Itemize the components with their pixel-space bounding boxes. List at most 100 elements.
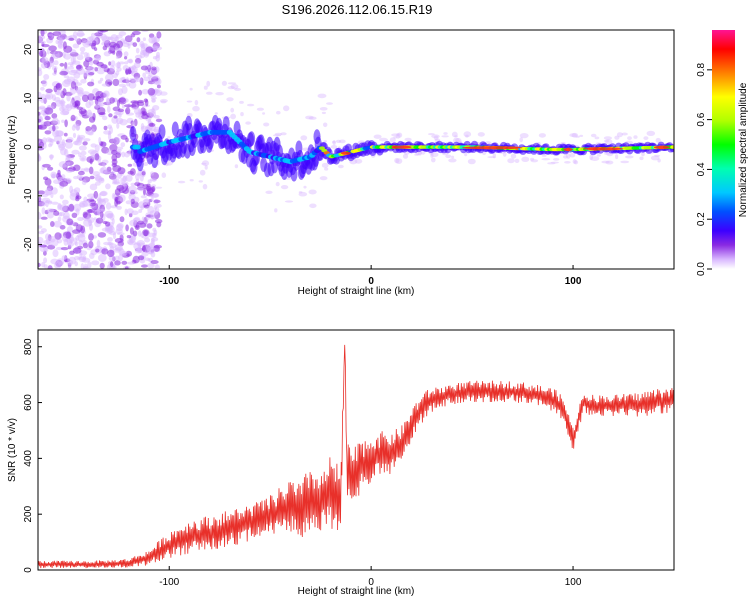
spectrogram-signal-halo — [129, 125, 137, 141]
spectrogram-noise-blob — [393, 136, 398, 139]
spectrogram-noise-blob — [507, 158, 515, 164]
snr-x-axis-label: Height of straight line (km) — [298, 586, 415, 597]
spectrogram-noise-blob — [198, 180, 203, 183]
spectrogram-noise-blob — [80, 150, 87, 156]
spectrogram-noise-blob — [646, 130, 656, 136]
snr-x-tick-label: -100 — [159, 577, 179, 588]
spectrogram-noise-blob — [129, 219, 137, 227]
spectrogram-noise-blob — [230, 83, 239, 90]
spectrogram-noise-blob — [47, 211, 54, 219]
spectrogram-noise-blob — [280, 185, 289, 190]
spectrogram-noise-blob — [116, 146, 124, 150]
snr-y-tick-label: 600 — [23, 394, 34, 411]
spectrogram-noise-blob — [160, 100, 167, 104]
spectrogram-noise-blob — [46, 208, 55, 213]
spectrogram-noise-blob — [115, 62, 122, 69]
spectrogram-noise-blob — [41, 202, 47, 207]
spectrogram-noise-blob — [78, 145, 87, 151]
spectrogram-y-tick-label: 0 — [23, 144, 34, 150]
spectrogram-noise-blob — [73, 140, 79, 146]
spectrogram-noise-blob — [66, 218, 74, 226]
spectrogram-noise-blob — [116, 172, 122, 179]
spectrogram-noise-blob — [51, 201, 59, 205]
spectrogram-noise-blob — [51, 174, 56, 179]
spectrogram-noise-blob — [38, 67, 42, 72]
spectrogram-noise-blob — [118, 97, 126, 103]
spectrogram-noise-blob — [82, 242, 88, 249]
spectrogram-noise-blob — [74, 38, 80, 42]
spectrogram-noise-blob — [73, 71, 81, 79]
spectrogram-noise-blob — [541, 154, 547, 157]
spectrogram-noise-blob — [641, 151, 645, 157]
spectrogram-noise-blob — [94, 104, 103, 108]
spectrogram-noise-blob — [155, 186, 163, 189]
spectrogram-noise-blob — [151, 192, 160, 198]
spectrogram-noise-blob — [142, 72, 147, 78]
spectrogram-noise-blob — [519, 133, 529, 139]
spectrogram-noise-blob — [263, 122, 270, 127]
spectrogram-noise-blob — [57, 176, 65, 180]
spectrogram-noise-blob — [40, 86, 45, 91]
spectrogram-noise-blob — [105, 202, 112, 210]
spectrogram-noise-blob — [45, 94, 51, 99]
spectrogram-noise-blob — [150, 172, 159, 180]
spectrogram-noise-blob — [102, 35, 110, 44]
spectrogram-noise-blob — [38, 91, 42, 97]
spectrogram-noise-blob — [108, 61, 112, 66]
spectrogram-y-tick-label: 10 — [23, 92, 34, 104]
spectrogram-x-ticks: -100 0 100 — [159, 265, 582, 287]
spectrogram-noise-blob — [143, 162, 149, 166]
spectrogram-noise-blob — [395, 133, 401, 139]
spectrogram-noise-blob — [155, 54, 161, 62]
spectrogram-noise-blob — [99, 191, 107, 196]
spectrogram-noise-blob — [79, 155, 87, 162]
spectrogram-noise-blob — [58, 161, 68, 168]
spectrogram-noise-blob — [143, 98, 148, 103]
spectrogram-noise-blob — [156, 221, 162, 228]
spectrogram-noise-blob — [93, 55, 101, 61]
spectrogram-noise-blob — [150, 251, 156, 258]
spectrogram-noise-blob — [114, 188, 121, 196]
spectrogram-noise-blob — [41, 207, 46, 215]
spectrogram-noise-blob — [477, 132, 485, 137]
spectrogram-noise-blob — [91, 154, 96, 159]
spectrogram-noise-blob — [69, 185, 74, 194]
spectrogram-noise-blob — [147, 232, 156, 238]
spectrogram-noise-blob — [141, 171, 146, 176]
spectrogram-noise-blob — [141, 264, 148, 268]
spectrogram-noise-blob — [38, 124, 47, 130]
spectrogram-noise-blob — [84, 168, 90, 173]
spectrogram-noise-blob — [49, 236, 56, 243]
spectrogram-noise-blob — [57, 141, 66, 149]
spectrogram-noise-blob — [109, 266, 114, 269]
spectrogram-noise-blob — [40, 216, 48, 220]
spectrogram-noise-blob — [391, 133, 400, 137]
spectrogram-noise-blob — [116, 232, 125, 236]
spectrogram-noise-blob — [44, 107, 54, 115]
spectrogram-noise-blob — [97, 208, 101, 216]
spectrogram-noise-blob — [87, 149, 97, 154]
spectrogram-noise-blob — [43, 74, 50, 80]
spectrogram-noise-blob — [206, 80, 211, 87]
spectrogram-noise-blob — [63, 75, 70, 79]
spectrogram-noise-blob — [66, 168, 74, 173]
spectrogram-noise-blob — [131, 121, 136, 128]
spectrogram-y-tick-label: -10 — [23, 188, 34, 203]
spectrogram-noise-blob — [71, 149, 80, 155]
spectrogram-noise-blob — [596, 154, 601, 157]
spectrogram-noise-blob — [102, 115, 108, 121]
spectrogram-noise-blob — [590, 133, 597, 138]
spectrogram-noise-blob — [303, 185, 307, 189]
spectrogram-noise-blob — [564, 161, 571, 164]
spectrogram-noise-blob — [122, 175, 126, 183]
spectrogram-noise-blob — [150, 260, 159, 264]
spectrogram-noise-blob — [63, 148, 69, 157]
spectrogram-y-tick-label: -20 — [23, 237, 34, 252]
spectrogram-noise-blob — [153, 205, 158, 210]
spectrogram-noise-blob — [123, 51, 129, 57]
spectrogram-peak-segment — [583, 147, 624, 151]
spectrogram-noise-blob — [552, 158, 560, 161]
spectrogram-noise-blob — [97, 80, 102, 84]
spectrogram-noise-blob — [52, 72, 57, 76]
colorbar: 0.0 0.2 0.4 0.6 0.8 Normalized spectral ampl… — [696, 30, 749, 276]
